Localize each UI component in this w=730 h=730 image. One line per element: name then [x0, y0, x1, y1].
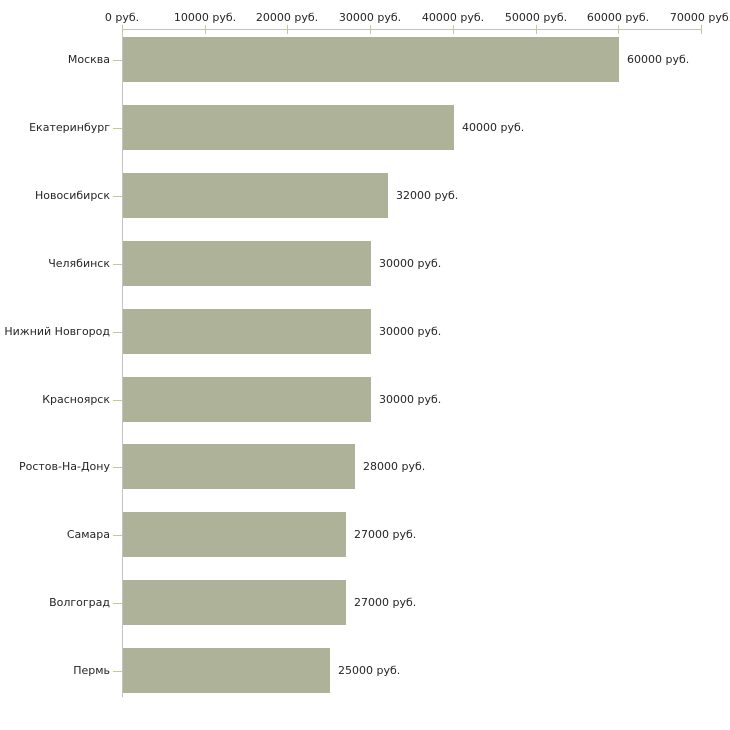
category-label: Москва — [67, 53, 110, 66]
bar-7 — [123, 444, 355, 489]
category-label: Самара — [66, 528, 110, 541]
bar-4 — [123, 241, 371, 286]
value-label: 30000 руб. — [379, 325, 442, 338]
x-axis-tick-label: 40000 руб. — [421, 11, 485, 24]
x-axis-tick-label: 20000 руб. — [255, 11, 319, 24]
category-label: Екатеринбург — [29, 121, 110, 134]
category-label: Волгоград — [49, 596, 110, 609]
bar-8 — [123, 512, 346, 557]
y-axis-tick — [113, 264, 122, 265]
category-label: Красноярск — [42, 393, 110, 406]
value-label: 32000 руб. — [396, 189, 459, 202]
x-axis-tick — [205, 25, 206, 34]
x-axis-tick — [618, 25, 619, 34]
value-label: 40000 руб. — [462, 121, 525, 134]
x-axis-tick — [701, 25, 702, 34]
x-axis-tick — [122, 25, 123, 34]
category-label: Новосибирск — [34, 189, 110, 202]
value-label: 27000 руб. — [354, 528, 417, 541]
value-label: 30000 руб. — [379, 393, 442, 406]
x-axis-tick-label: 10000 руб. — [173, 11, 237, 24]
y-axis-tick — [113, 535, 122, 536]
bar-9 — [123, 580, 346, 625]
bar-2 — [123, 105, 454, 150]
x-axis-tick-label: 0 руб. — [104, 11, 140, 24]
x-axis-tick — [370, 25, 371, 34]
category-label: Челябинск — [48, 257, 110, 270]
x-axis-tick — [536, 25, 537, 34]
x-axis-tick-label: 60000 руб. — [586, 11, 650, 24]
y-axis-tick — [113, 603, 122, 604]
bar-5 — [123, 309, 371, 354]
y-axis-tick — [113, 60, 122, 61]
x-axis-line — [122, 29, 702, 30]
category-label: Пермь — [73, 664, 110, 677]
category-label: Ростов-На-Дону — [18, 460, 110, 473]
y-axis-tick — [113, 128, 122, 129]
y-axis-tick — [113, 671, 122, 672]
bar-3 — [123, 173, 388, 218]
value-label: 25000 руб. — [338, 664, 401, 677]
bar-10 — [123, 648, 330, 693]
x-axis-tick-label: 30000 руб. — [338, 11, 402, 24]
x-axis-tick-label: 50000 руб. — [504, 11, 568, 24]
x-axis-tick — [453, 25, 454, 34]
value-label: 30000 руб. — [379, 257, 442, 270]
y-axis-tick — [113, 332, 122, 333]
value-label: 27000 руб. — [354, 596, 417, 609]
y-axis-tick — [113, 400, 122, 401]
x-axis-tick-label: 70000 руб. — [669, 11, 730, 24]
x-axis-tick — [287, 25, 288, 34]
y-axis-tick — [113, 196, 122, 197]
value-label: 60000 руб. — [627, 53, 690, 66]
value-label: 28000 руб. — [363, 460, 426, 473]
bar-6 — [123, 377, 371, 422]
y-axis-tick — [113, 467, 122, 468]
category-label: Нижний Новгород — [4, 325, 110, 338]
bar-1 — [123, 37, 619, 82]
y-axis-line — [122, 29, 123, 697]
